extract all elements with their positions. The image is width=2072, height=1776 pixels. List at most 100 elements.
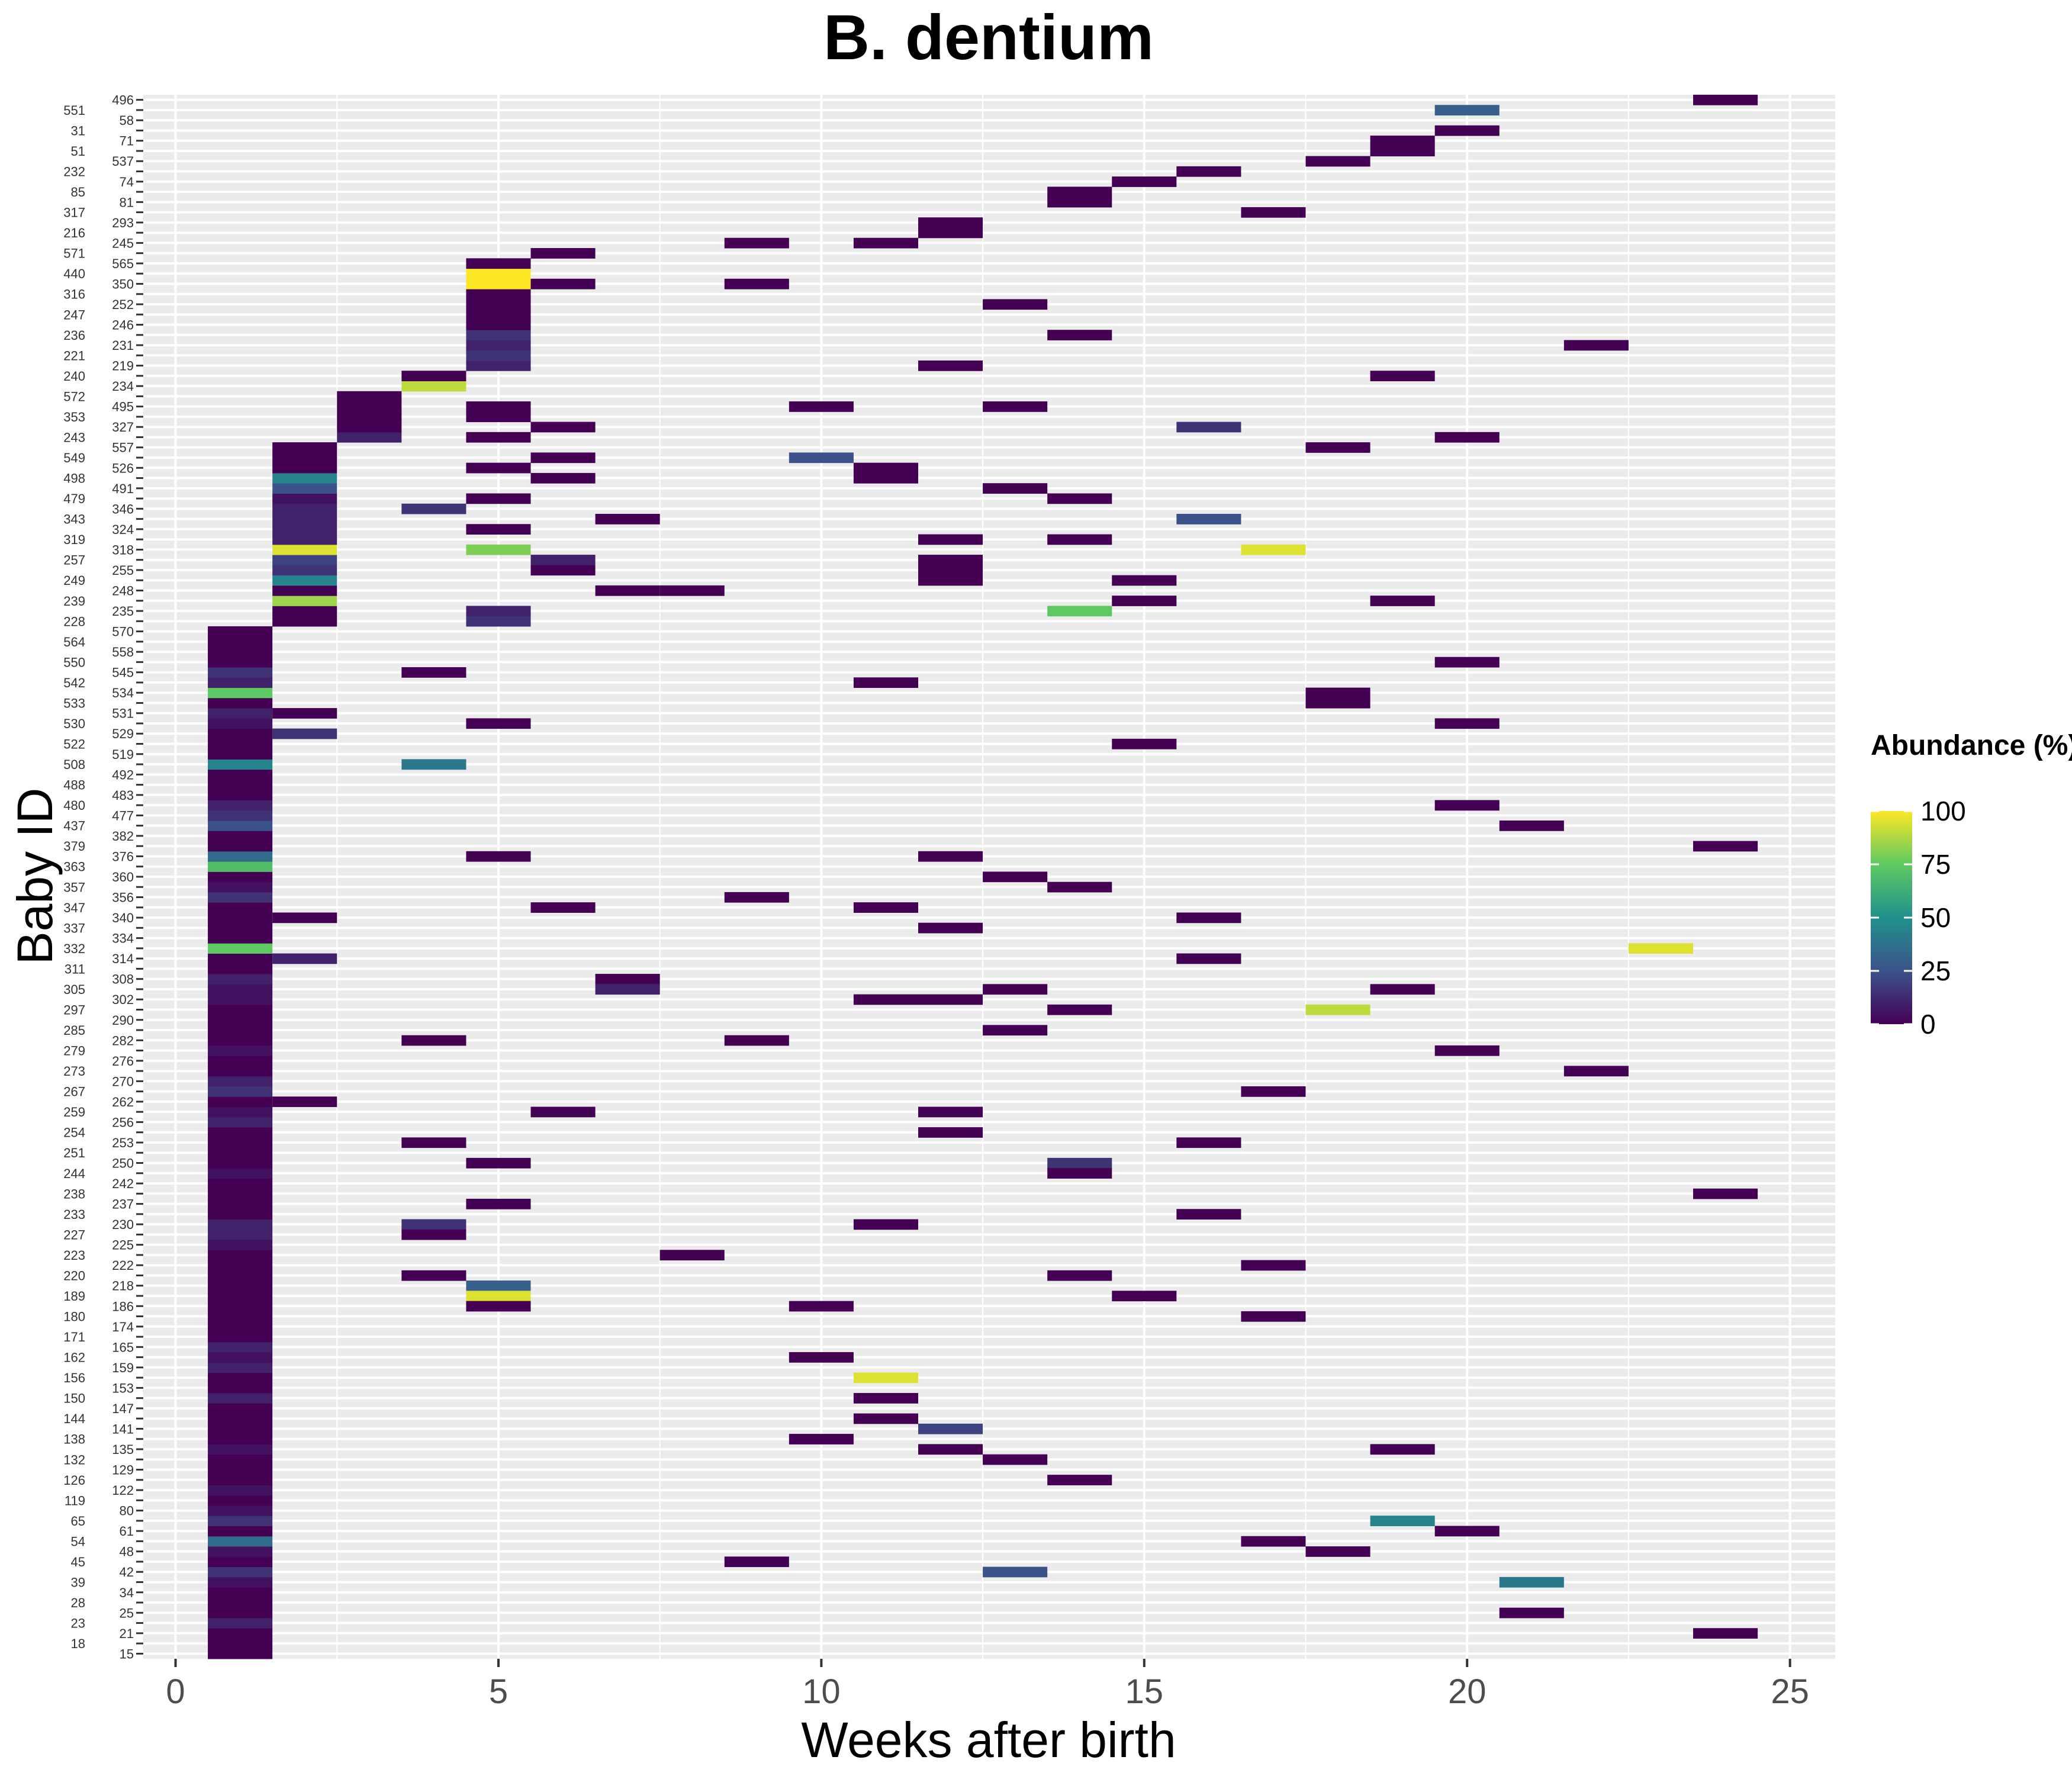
heatmap-cell — [272, 575, 337, 586]
y-tick-label: 282 — [112, 1033, 134, 1048]
heatmap-cell — [208, 861, 273, 872]
heatmap-cell — [272, 544, 337, 555]
legend-title: Abundance (%) — [1871, 730, 2072, 761]
y-tick-label: 239 — [63, 594, 85, 609]
heatmap-cell — [1434, 125, 1500, 136]
heatmap-cell — [918, 851, 983, 862]
heatmap-cell — [401, 371, 466, 382]
heatmap-cell — [208, 1607, 273, 1619]
y-tick-label: 253 — [112, 1135, 134, 1150]
y-tick-label: 480 — [63, 798, 85, 813]
heatmap-cell — [208, 1454, 273, 1465]
x-axis-label: Weeks after birth — [801, 1712, 1176, 1768]
heatmap-cell — [272, 565, 337, 576]
y-tick-label: 233 — [63, 1207, 85, 1222]
y-tick-label: 346 — [112, 501, 134, 516]
heatmap-cell — [272, 452, 337, 464]
y-tick-label: 141 — [112, 1421, 134, 1436]
heatmap-cell — [918, 1423, 983, 1434]
heatmap-cell — [1499, 821, 1564, 831]
heatmap-cell — [208, 851, 273, 862]
heatmap-cell — [1370, 596, 1435, 606]
y-tick-label: 550 — [63, 655, 85, 670]
heatmap-cell — [1176, 513, 1241, 525]
heatmap-cell — [208, 1311, 273, 1322]
y-tick-label: 234 — [112, 379, 134, 394]
heatmap-cell — [208, 963, 273, 974]
heatmap-cell — [208, 1444, 273, 1455]
heatmap-cell — [272, 596, 337, 606]
y-tick-label: 255 — [112, 563, 134, 578]
y-tick-label: 159 — [112, 1360, 134, 1375]
y-tick-label: 529 — [112, 726, 134, 741]
heatmap-cell — [208, 1485, 273, 1496]
y-tick-label: 51 — [71, 144, 85, 159]
heatmap-cell — [853, 1413, 918, 1424]
heatmap-cell — [789, 401, 854, 412]
heatmap-cell — [401, 1035, 466, 1046]
y-tick-label: 337 — [63, 921, 85, 935]
heatmap-cell — [1047, 197, 1112, 208]
heatmap-cell — [918, 1127, 983, 1138]
heatmap-cell — [208, 749, 273, 760]
color-legend: Abundance (%) 100 75 50 25 0 — [1871, 730, 2072, 1040]
y-tick-label: 357 — [63, 880, 85, 895]
y-tick-label: 440 — [63, 266, 85, 281]
heatmap-cell — [1499, 1607, 1564, 1619]
heatmap-cell — [659, 1250, 725, 1261]
y-tick-label: 245 — [112, 236, 134, 250]
heatmap-cell — [208, 697, 273, 709]
heatmap-cell — [789, 1434, 854, 1444]
x-tick-label: 20 — [1448, 1672, 1487, 1711]
heatmap-cell — [1241, 1260, 1306, 1271]
heatmap-cell — [1112, 176, 1177, 187]
y-tick-label: 85 — [71, 185, 85, 200]
heatmap-cell — [208, 1015, 273, 1025]
heatmap-cell — [983, 1025, 1048, 1036]
heatmap-cell — [208, 1086, 273, 1097]
y-tick-label: 48 — [120, 1545, 134, 1559]
heatmap-cell — [1047, 330, 1112, 340]
y-tick-label: 165 — [112, 1340, 134, 1354]
heatmap-cell — [208, 1147, 273, 1159]
heatmap-cell — [208, 1096, 273, 1108]
heatmap-cell — [337, 422, 402, 433]
y-tick-label: 531 — [112, 706, 134, 721]
heatmap-cell — [918, 555, 983, 565]
heatmap-cell — [208, 1393, 273, 1404]
y-tick-label: 519 — [112, 747, 134, 762]
x-axis: 0 5 10 15 20 25 — [166, 1659, 1809, 1711]
y-tick-label: 551 — [63, 103, 85, 118]
heatmap-cell — [724, 1035, 789, 1046]
heatmap-cell — [918, 227, 983, 239]
heatmap-cell — [595, 585, 660, 596]
heatmap-cell — [208, 1076, 273, 1087]
heatmap-cell — [918, 217, 983, 228]
y-tick-label: 496 — [112, 93, 134, 108]
heatmap-cell — [983, 1454, 1048, 1465]
heatmap-cell — [1499, 1576, 1564, 1588]
heatmap-cell — [208, 1475, 273, 1485]
y-tick-label: 542 — [63, 675, 85, 690]
heatmap-cell — [208, 1004, 273, 1015]
y-tick-label: 302 — [112, 992, 134, 1007]
heatmap-cell — [208, 1106, 273, 1118]
y-tick-label: 495 — [112, 400, 134, 414]
heatmap-cell — [272, 728, 337, 739]
heatmap-cell — [272, 912, 337, 924]
heatmap-cell — [1047, 1157, 1112, 1169]
heatmap-cell — [208, 1546, 273, 1557]
legend-tick-label: 50 — [1920, 902, 1951, 933]
y-tick-label: 223 — [63, 1248, 85, 1263]
heatmap-cell — [208, 1229, 273, 1240]
y-axis-label: Baby ID — [7, 788, 63, 965]
heatmap-cell — [466, 289, 531, 300]
heatmap-cell — [466, 258, 531, 269]
heatmap-cell — [208, 1301, 273, 1312]
heatmap-cell — [1305, 687, 1370, 699]
heatmap-cell — [466, 1291, 531, 1302]
heatmap-cell — [208, 1198, 273, 1209]
heatmap-cell — [466, 340, 531, 351]
heatmap-cell — [466, 493, 531, 504]
heatmap-cell — [208, 1168, 273, 1179]
